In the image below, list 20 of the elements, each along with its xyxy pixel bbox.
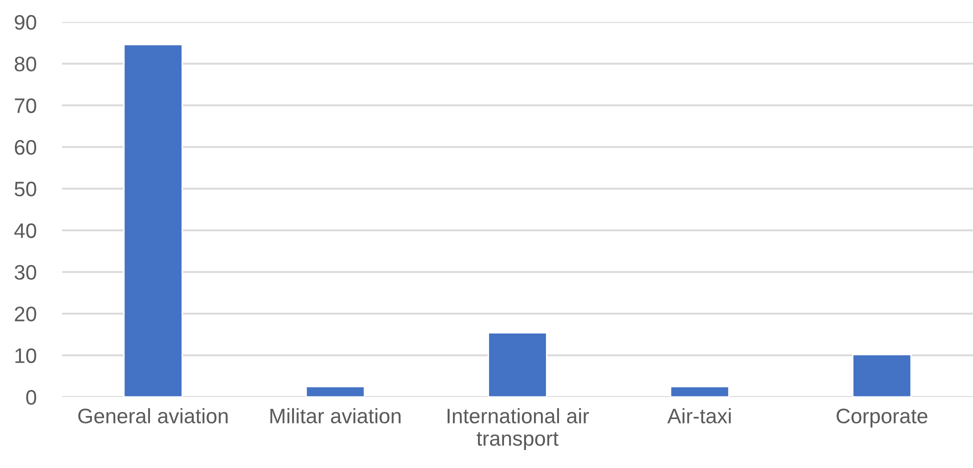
x-tick-label: Air-taxi xyxy=(667,408,731,424)
y-tick-label: 10 xyxy=(15,348,36,364)
y-tick-label: 40 xyxy=(14,223,36,238)
y-tick-label: 60 xyxy=(14,140,36,155)
bar xyxy=(852,354,912,397)
y-tick-label: 90 xyxy=(14,15,36,30)
bar xyxy=(305,386,366,397)
x-tick-label: Corporate xyxy=(836,408,928,428)
bar xyxy=(488,332,548,397)
y-tick-label: 80 xyxy=(14,56,36,72)
x-tick-label: General aviation xyxy=(78,408,228,424)
y-tick-label: 70 xyxy=(14,98,36,114)
x-tick-label: Militar aviation xyxy=(270,408,401,424)
y-tick-label: 50 xyxy=(14,182,36,196)
bar xyxy=(670,386,730,397)
y-tick-label: 0 xyxy=(26,390,36,405)
y-tick-label: 20 xyxy=(14,306,36,322)
bar xyxy=(123,44,183,397)
y-tick-label: 30 xyxy=(14,265,36,280)
x-tick-label: International air transport xyxy=(448,408,589,450)
